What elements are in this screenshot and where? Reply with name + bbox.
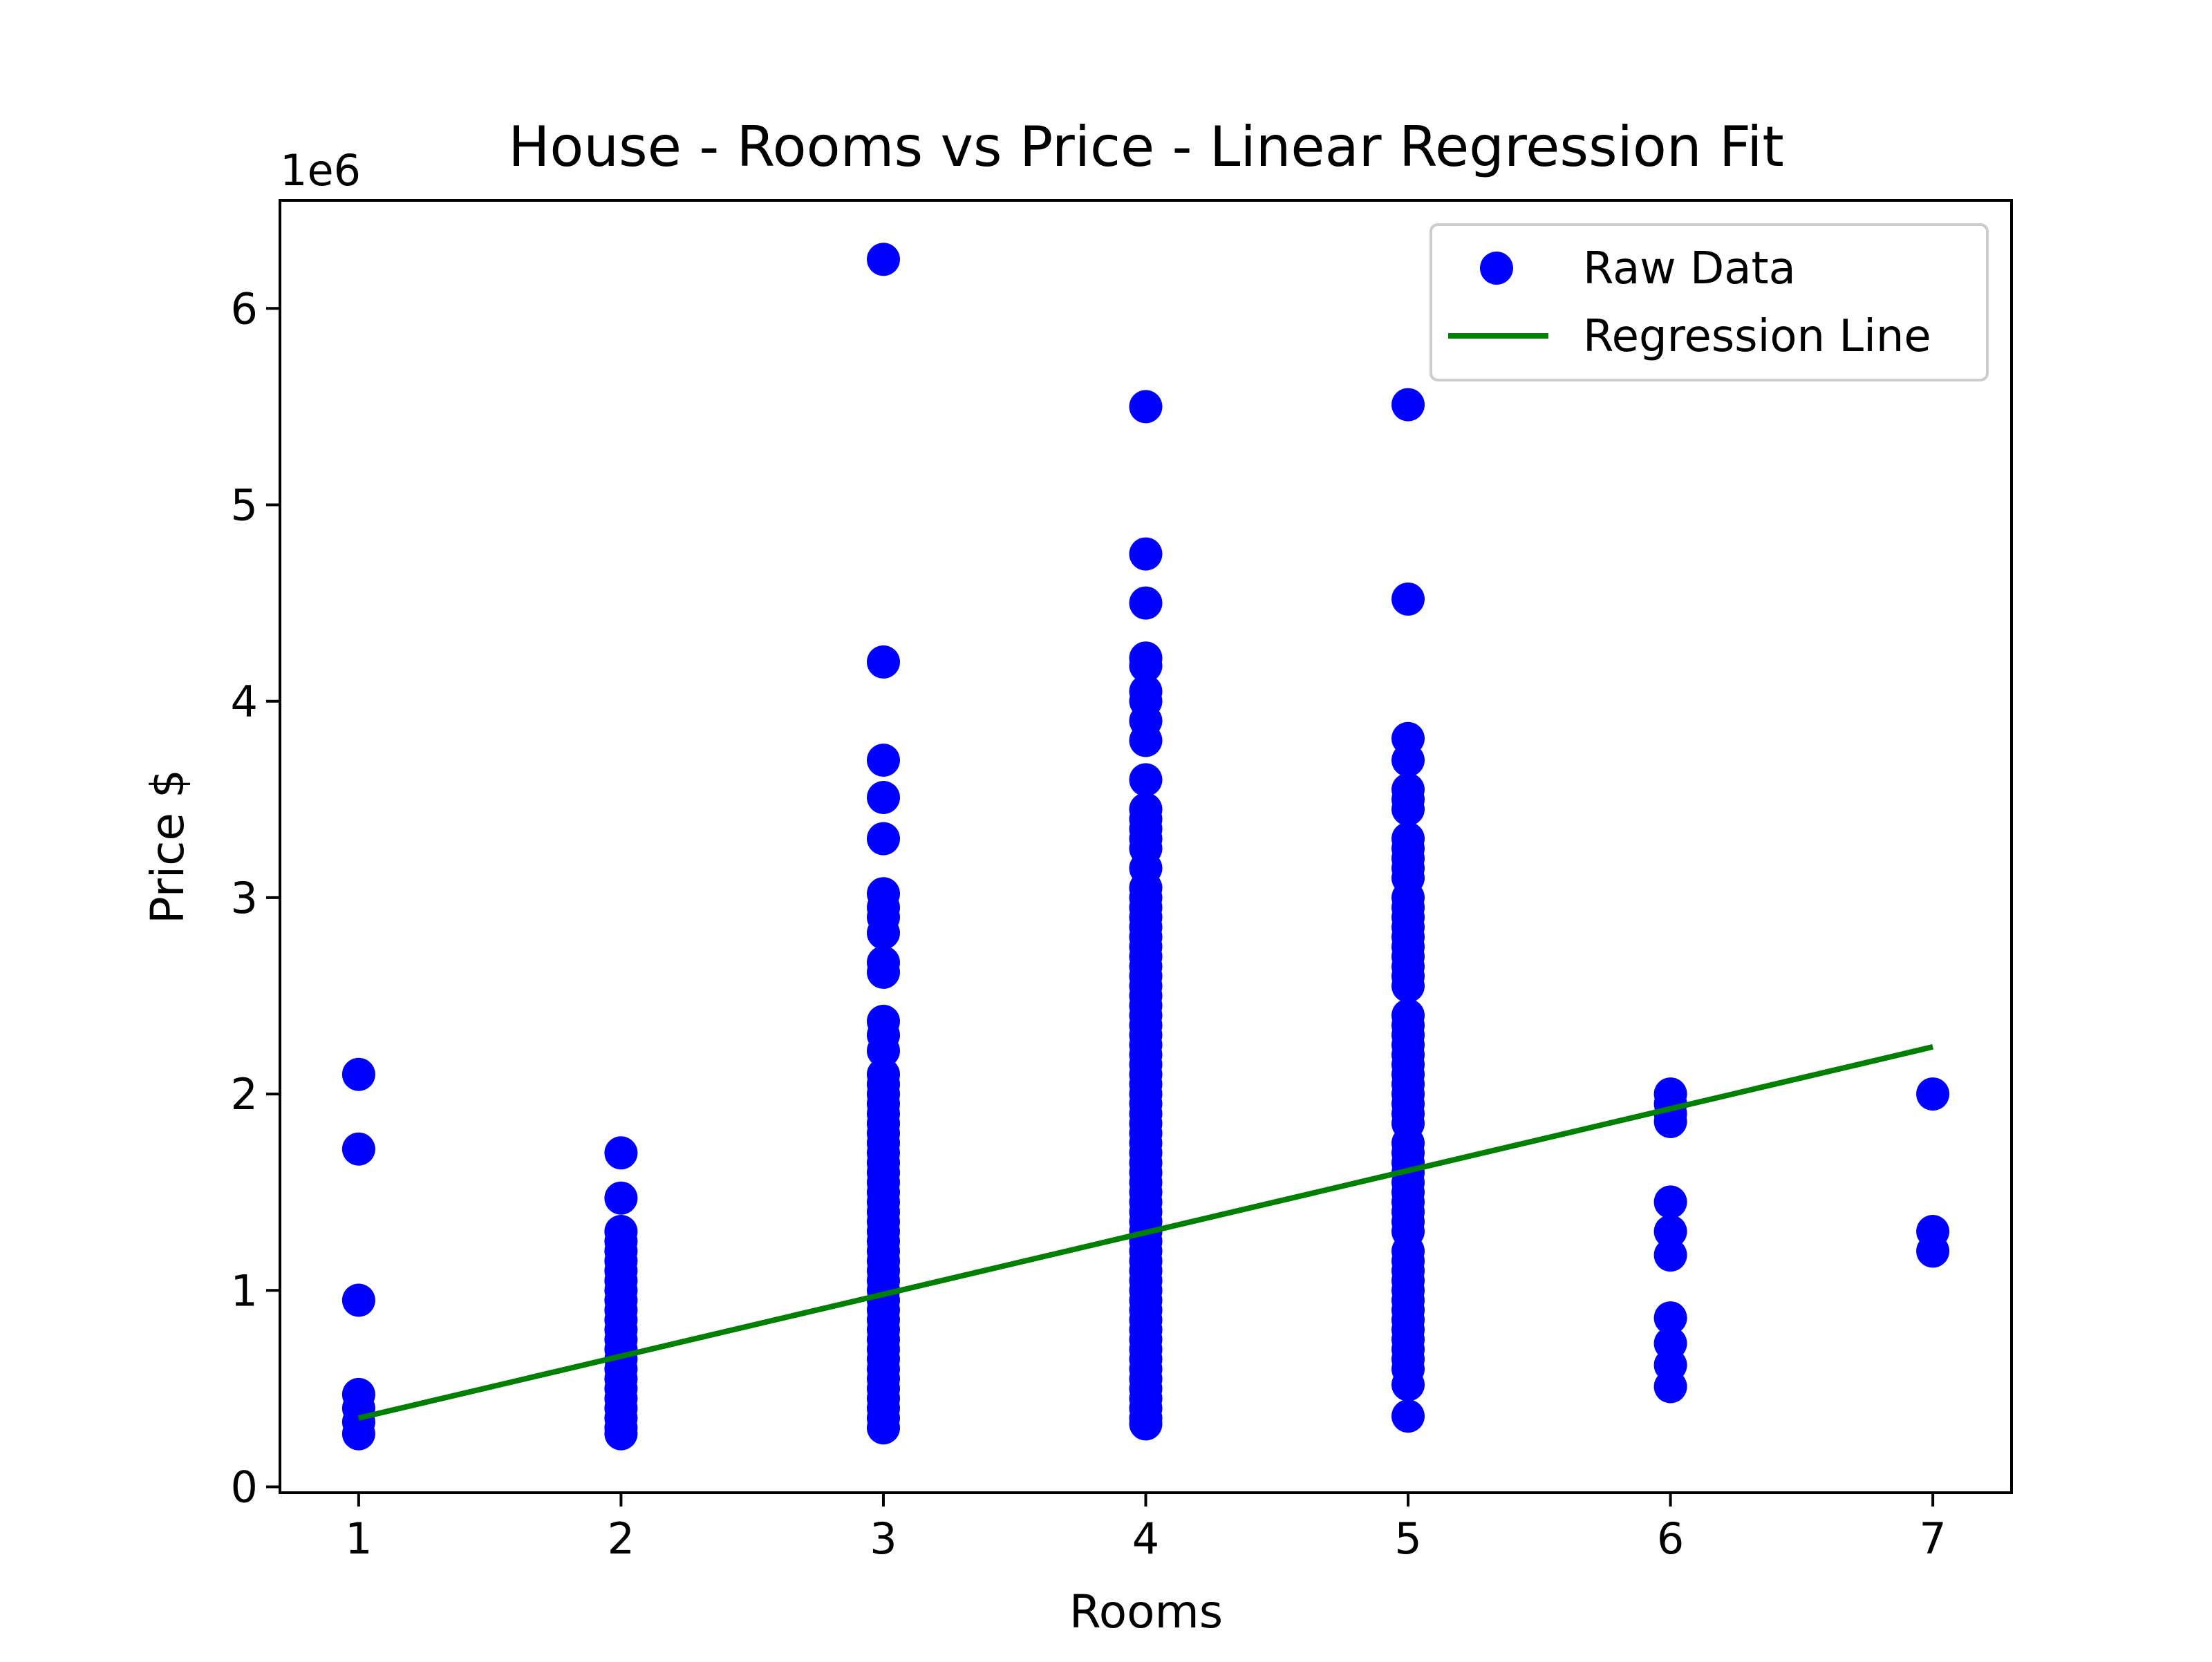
y-tick-label: 2 — [231, 1069, 258, 1120]
data-point — [867, 1411, 900, 1445]
x-tick-label: 6 — [1657, 1513, 1684, 1564]
data-point — [867, 916, 900, 950]
data-point — [1129, 763, 1163, 797]
y-axis-label: Price $ — [141, 769, 194, 924]
data-point — [341, 1132, 375, 1166]
data-point — [1129, 1407, 1163, 1441]
data-point — [1653, 1370, 1687, 1404]
y-tick-label: 6 — [231, 283, 258, 334]
x-tick-label: 7 — [1919, 1513, 1946, 1564]
x-tick-label: 1 — [345, 1513, 372, 1564]
y-tick-label: 3 — [231, 873, 258, 923]
data-point — [1129, 586, 1163, 620]
data-point — [867, 645, 900, 679]
data-point — [1653, 1185, 1687, 1219]
data-point — [867, 744, 900, 777]
data-point — [1391, 582, 1425, 616]
data-point — [1916, 1234, 1950, 1268]
data-point — [341, 1057, 375, 1091]
data-point — [341, 1283, 375, 1317]
data-point — [1391, 388, 1425, 422]
data-point — [867, 822, 900, 856]
y-tick-label: 5 — [231, 480, 258, 531]
plot-area — [341, 243, 1950, 1451]
data-point — [604, 1181, 638, 1215]
data-point — [604, 1417, 638, 1451]
chart-title: House - Rooms vs Price - Linear Regressi… — [508, 115, 1784, 179]
data-point — [1129, 724, 1163, 757]
x-tick-label: 4 — [1132, 1513, 1159, 1564]
data-point — [341, 1417, 375, 1451]
legend-raw-data-label: Raw Data — [1583, 243, 1796, 294]
data-point — [1129, 649, 1163, 683]
data-point — [867, 243, 900, 276]
x-tick-label: 3 — [870, 1513, 897, 1564]
y-tick-label: 1 — [231, 1265, 258, 1316]
data-point — [1391, 1368, 1425, 1401]
data-point — [1391, 969, 1425, 1003]
data-point — [1391, 744, 1425, 777]
data-point — [867, 955, 900, 989]
y-axis: 0 1 2 3 4 5 6 — [231, 283, 280, 1512]
data-point — [1653, 1238, 1687, 1272]
x-tick-label: 2 — [608, 1513, 635, 1564]
y-tick-label: 0 — [231, 1462, 258, 1512]
data-point — [1391, 793, 1425, 826]
legend-regression-line-label: Regression Line — [1583, 311, 1931, 362]
data-point — [1129, 390, 1163, 424]
y-tick-label: 4 — [231, 677, 258, 727]
legend: Raw Data Regression Line — [1430, 223, 1989, 381]
data-point — [604, 1136, 638, 1170]
data-point — [1653, 1215, 1687, 1248]
legend-box — [1430, 223, 1989, 381]
legend-raw-data-marker — [1480, 252, 1513, 285]
data-point — [867, 1034, 900, 1068]
x-tick-label: 5 — [1394, 1513, 1421, 1564]
data-point — [1129, 537, 1163, 571]
data-point — [1391, 1399, 1425, 1433]
data-point — [867, 781, 900, 814]
y-offset-label: 1e6 — [280, 145, 361, 196]
x-axis-label: Rooms — [1069, 1585, 1223, 1639]
data-point — [1916, 1077, 1950, 1111]
x-axis: 1 2 3 4 5 6 7 — [345, 1493, 1947, 1564]
regression-line — [357, 1044, 1934, 1421]
data-point — [1653, 1301, 1687, 1335]
